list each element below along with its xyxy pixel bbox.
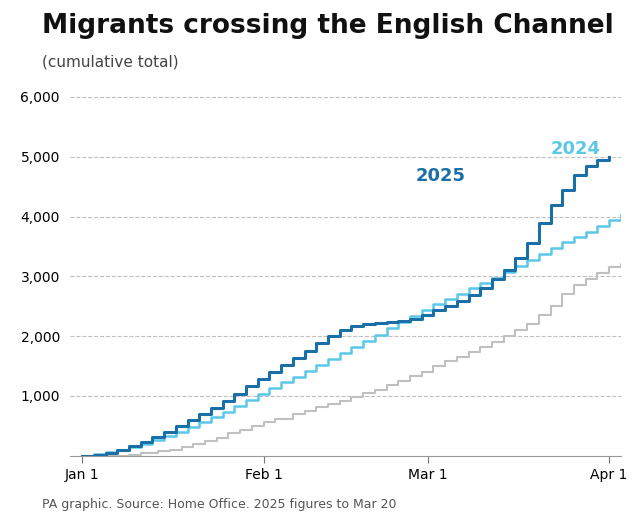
Text: PA graphic. Source: Home Office. 2025 figures to Mar 20: PA graphic. Source: Home Office. 2025 fi…: [42, 498, 396, 511]
Text: Migrants crossing the English Channel: Migrants crossing the English Channel: [42, 13, 613, 39]
Text: (cumulative total): (cumulative total): [42, 54, 178, 69]
Text: 2024: 2024: [550, 140, 600, 158]
Text: 2025: 2025: [416, 167, 466, 185]
